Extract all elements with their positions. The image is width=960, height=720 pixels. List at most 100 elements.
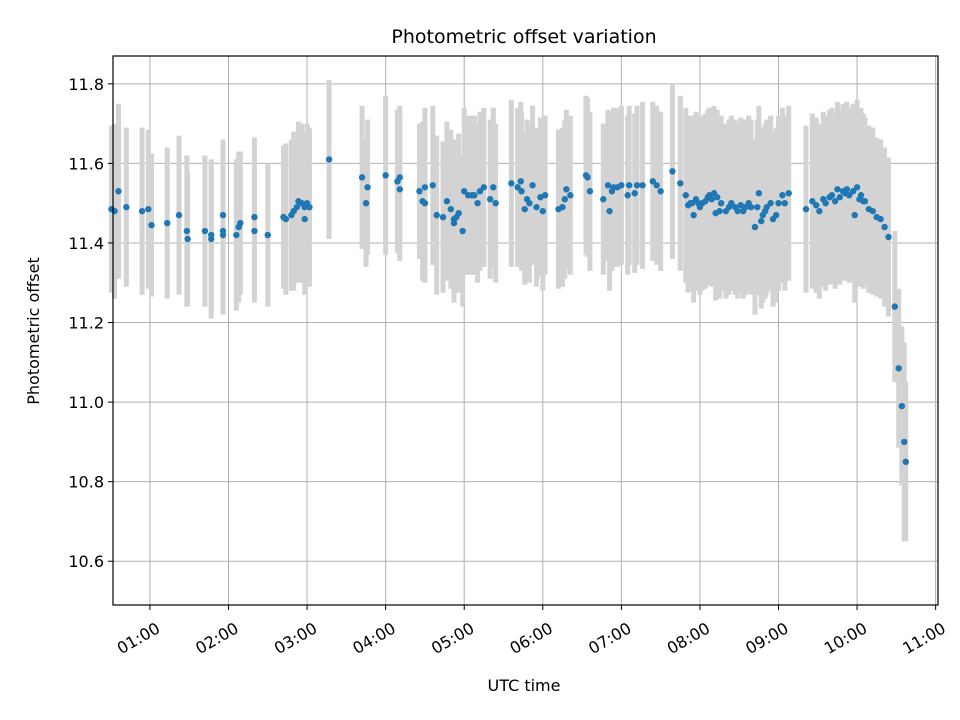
data-point (781, 199, 788, 207)
y-tick-label: 11.6 (68, 154, 104, 173)
y-tick-label: 11.8 (68, 75, 104, 94)
data-point (626, 182, 633, 189)
data-point (514, 184, 521, 191)
data-point (183, 227, 191, 235)
y-tick-label: 11.0 (68, 393, 104, 412)
data-point (325, 156, 333, 163)
data-point (251, 213, 258, 221)
plot-frame (112, 55, 939, 606)
data-point (688, 199, 696, 207)
data-point (461, 188, 468, 195)
data-point (846, 192, 853, 199)
data-point (521, 205, 528, 213)
data-point (539, 207, 546, 215)
data-point (233, 231, 240, 239)
data-point (895, 365, 902, 372)
data-point (433, 211, 440, 219)
data-point (529, 182, 536, 189)
data-point (657, 188, 664, 195)
y-tick-label: 11.4 (68, 234, 104, 253)
data-point (849, 188, 857, 195)
data-point (618, 182, 625, 189)
data-point (492, 199, 499, 207)
data-point (751, 223, 759, 231)
data-point (526, 199, 533, 207)
data-point (716, 207, 723, 215)
y-tick-label: 11.2 (68, 314, 104, 333)
data-point (471, 192, 478, 199)
data-point (148, 221, 155, 229)
data-point (559, 203, 566, 211)
data-point (834, 186, 841, 193)
data-point (677, 180, 684, 187)
data-point (734, 207, 741, 215)
data-point (455, 209, 462, 217)
data-point (439, 213, 447, 221)
data-point (606, 207, 613, 215)
data-point (219, 231, 227, 239)
data-point (775, 199, 782, 207)
data-point (490, 184, 497, 191)
data-point (682, 192, 689, 199)
data-point (885, 233, 892, 241)
data-point (145, 205, 152, 213)
data-point (639, 182, 646, 189)
data-point (111, 207, 118, 215)
data-point (396, 174, 403, 181)
data-point (115, 188, 122, 195)
y-axis-label: Photometric offset (24, 257, 43, 405)
data-point (123, 203, 130, 211)
data-point (809, 198, 816, 205)
data-point (755, 190, 763, 197)
data-point (898, 402, 906, 410)
data-point (138, 207, 146, 215)
data-point (758, 217, 765, 225)
data-point (282, 215, 290, 223)
data-point (164, 219, 171, 227)
data-point (518, 188, 525, 195)
data-point (708, 196, 715, 203)
data-point (690, 211, 697, 219)
data-point (604, 182, 612, 189)
data-point (877, 215, 884, 223)
data-point (358, 174, 366, 181)
x-axis-label: UTC time (488, 676, 561, 695)
data-point (624, 192, 631, 199)
data-point (421, 199, 429, 207)
y-tick-label: 10.8 (68, 473, 104, 492)
data-point (633, 182, 641, 189)
data-point (362, 199, 370, 207)
data-point (293, 203, 301, 211)
data-point (836, 194, 843, 201)
data-point (563, 186, 570, 193)
data-point (567, 192, 574, 199)
data-point (476, 188, 484, 195)
data-point (669, 168, 676, 175)
data-point (649, 178, 656, 185)
data-point (828, 192, 836, 199)
data-point (881, 223, 888, 231)
data-point (586, 188, 594, 195)
data-point (561, 196, 568, 203)
data-point (251, 227, 258, 235)
data-point (853, 184, 861, 191)
data-point (831, 198, 839, 205)
data-point (772, 211, 780, 219)
data-point (382, 172, 389, 179)
data-point (902, 458, 909, 465)
data-point (184, 235, 191, 243)
data-point (508, 180, 515, 187)
data-point (813, 201, 820, 209)
data-point (843, 186, 851, 193)
data-point (857, 192, 865, 199)
data-point (306, 203, 313, 211)
data-point (486, 196, 494, 203)
data-point (364, 184, 371, 191)
data-point (816, 207, 823, 215)
data-point (541, 192, 549, 199)
chart-title: Photometric offset variation (391, 26, 656, 48)
data-point (631, 190, 638, 197)
data-point (747, 203, 755, 211)
